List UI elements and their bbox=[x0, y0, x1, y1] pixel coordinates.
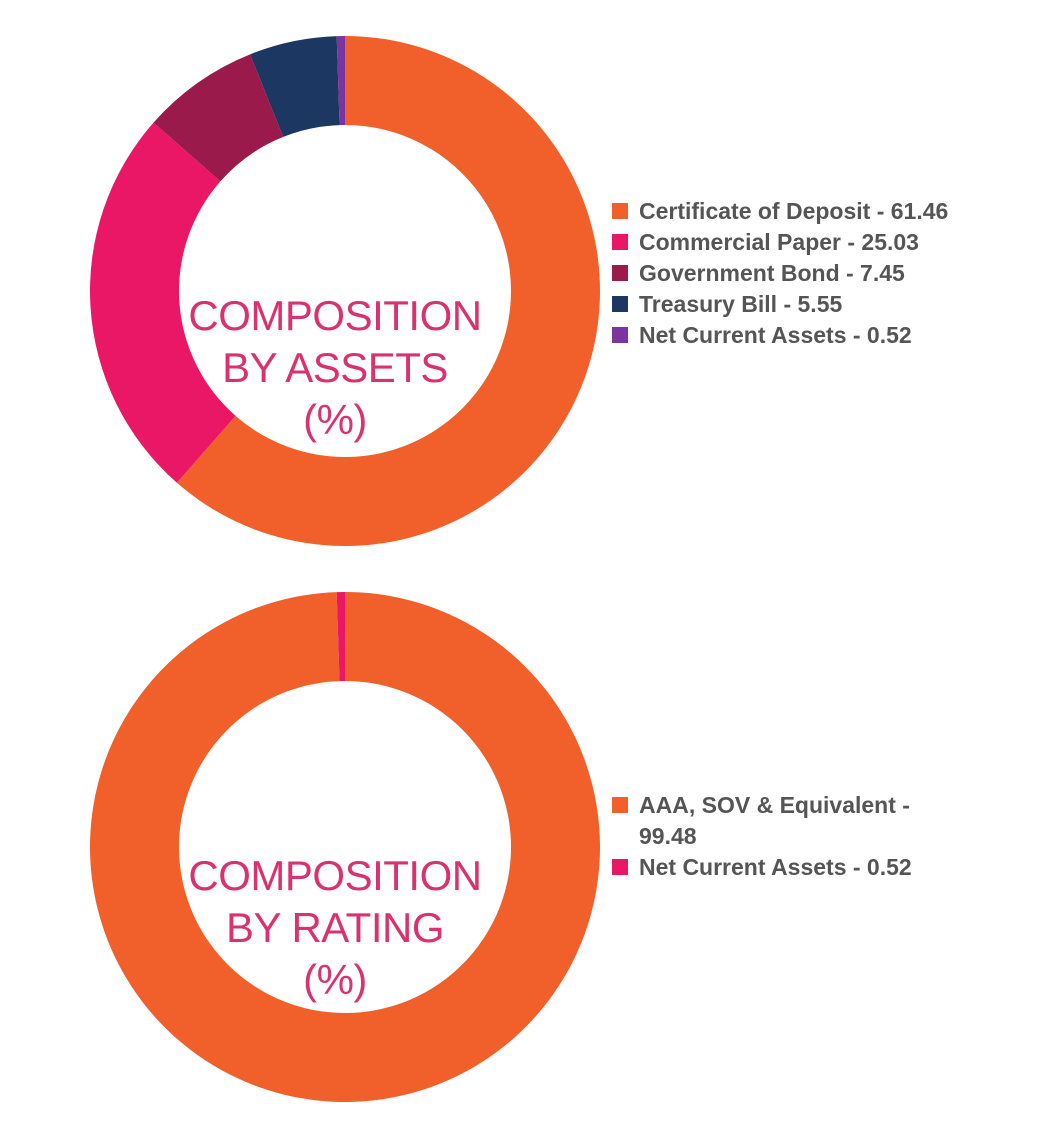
legend-swatch bbox=[612, 327, 628, 343]
legend-label: Commercial Paper - 25.03 bbox=[639, 229, 919, 255]
rating-center-label: COMPOSITION BY RATING (%) bbox=[165, 850, 505, 1006]
assets-legend: Certificate of Deposit - 61.46 Commercia… bbox=[612, 196, 969, 351]
assets-center-label: COMPOSITION BY ASSETS (%) bbox=[165, 290, 505, 446]
rating-legend: AAA, SOV & Equivalent - 99.48 Net Curren… bbox=[612, 790, 969, 883]
rating-center-line-3: (%) bbox=[303, 956, 367, 1003]
donut-slice-0 bbox=[176, 36, 600, 546]
rating-center-line-1: COMPOSITION bbox=[188, 852, 482, 899]
legend-label: Net Current Assets - 0.52 bbox=[639, 854, 912, 880]
legend-item-net-current-assets: Net Current Assets - 0.52 bbox=[612, 852, 969, 883]
legend-swatch bbox=[612, 797, 628, 813]
legend-label: Net Current Assets - 0.52 bbox=[639, 322, 912, 348]
legend-item-treasury-bill: Treasury Bill - 5.55 bbox=[612, 289, 969, 320]
legend-swatch bbox=[612, 234, 628, 250]
rating-donut bbox=[90, 592, 600, 1102]
donut-slice-1 bbox=[336, 592, 345, 682]
legend-label: AAA, SOV & Equivalent - 99.48 bbox=[639, 792, 910, 849]
legend-swatch bbox=[612, 296, 628, 312]
legend-swatch bbox=[612, 859, 628, 875]
assets-donut bbox=[90, 36, 600, 546]
legend-label: Treasury Bill - 5.55 bbox=[639, 291, 843, 317]
assets-center-line-3: (%) bbox=[303, 396, 367, 443]
legend-label: Certificate of Deposit - 61.46 bbox=[639, 198, 949, 224]
donut-slice-1 bbox=[90, 122, 236, 483]
donut-slice-2 bbox=[153, 54, 284, 182]
donut-slice-4 bbox=[336, 36, 345, 126]
legend-label: Government Bond - 7.45 bbox=[639, 260, 905, 286]
composition-by-rating-chart: COMPOSITION BY RATING (%) AAA, SOV & Equ… bbox=[0, 556, 1055, 1116]
legend-swatch bbox=[612, 203, 628, 219]
donut-slice-3 bbox=[250, 36, 340, 137]
composition-by-assets-chart: COMPOSITION BY ASSETS (%) Certificate of… bbox=[0, 0, 1055, 560]
legend-item-certificate-of-deposit: Certificate of Deposit - 61.46 bbox=[612, 196, 969, 227]
assets-center-line-1: COMPOSITION bbox=[188, 292, 482, 339]
assets-center-line-2: BY ASSETS bbox=[222, 344, 448, 391]
donut-slice-0 bbox=[90, 592, 600, 1102]
legend-item-net-current-assets: Net Current Assets - 0.52 bbox=[612, 320, 969, 351]
legend-item-commercial-paper: Commercial Paper - 25.03 bbox=[612, 227, 969, 258]
legend-item-aaa-sov-equivalent: AAA, SOV & Equivalent - 99.48 bbox=[612, 790, 969, 852]
rating-center-line-2: BY RATING bbox=[226, 904, 445, 951]
legend-swatch bbox=[612, 265, 628, 281]
legend-item-government-bond: Government Bond - 7.45 bbox=[612, 258, 969, 289]
